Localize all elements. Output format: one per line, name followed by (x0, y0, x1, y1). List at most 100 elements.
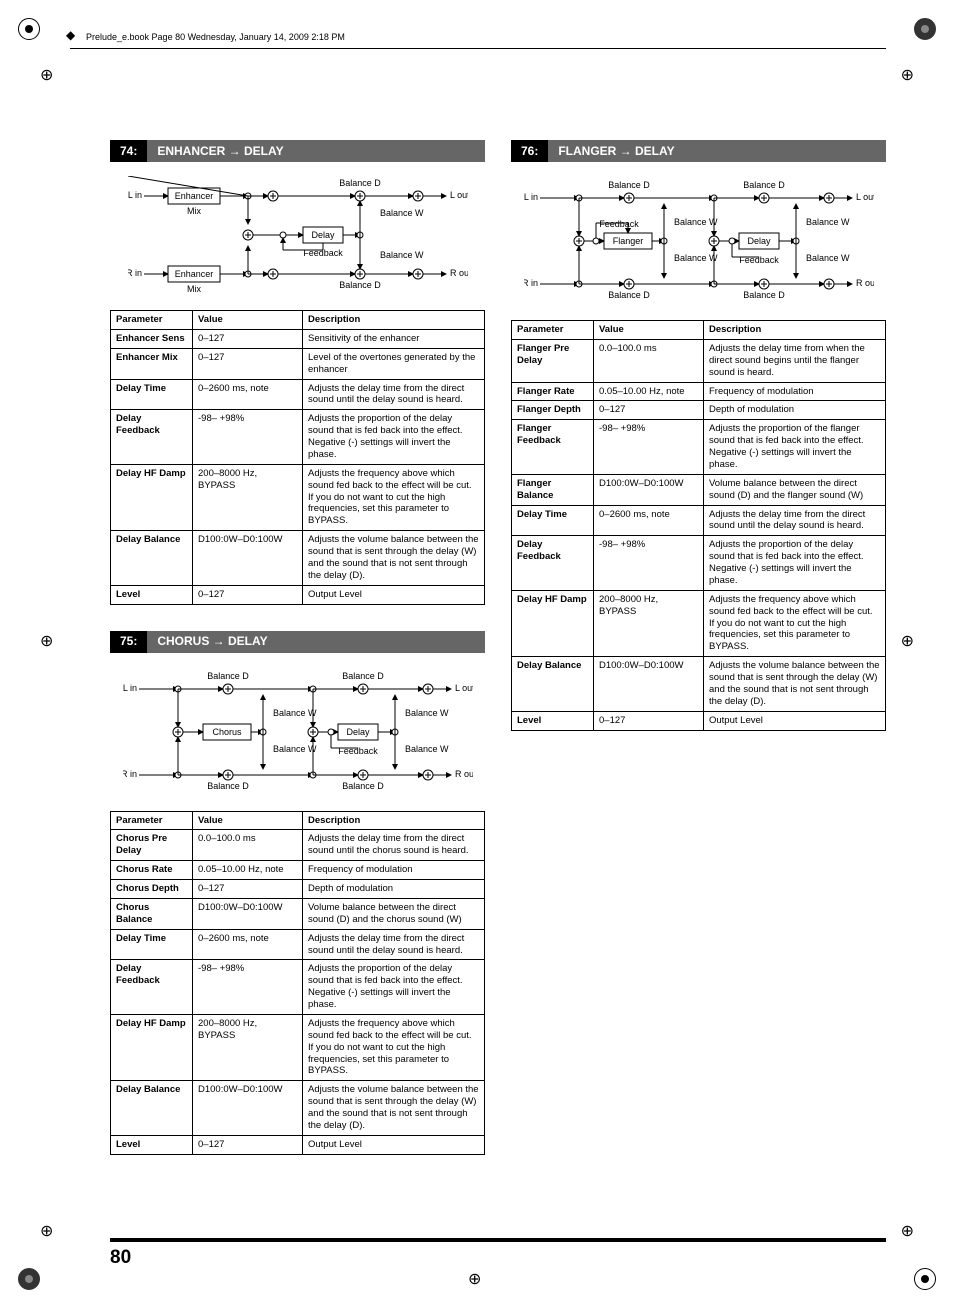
param-desc: Adjusts the frequency above which sound … (704, 590, 886, 656)
param-name: Flanger Pre Delay (512, 339, 594, 382)
table-row: Flanger Rate0.05–10.00 Hz, noteFrequency… (512, 382, 886, 401)
param-name: Delay Time (111, 379, 193, 410)
table-row: Delay Feedback-98– +98%Adjusts the propo… (512, 536, 886, 591)
param-value: 200–8000 Hz, BYPASS (193, 1014, 303, 1080)
svg-text:R out: R out (455, 769, 473, 779)
svg-text:R out: R out (856, 278, 874, 288)
parameter-table: ParameterValueDescriptionChorus Pre Dela… (110, 811, 485, 1155)
svg-text:Balance W: Balance W (806, 253, 850, 263)
param-value: 0.05–10.00 Hz, note (193, 861, 303, 880)
crop-mark-icon: ⊕ (40, 66, 53, 86)
svg-text:Balance D: Balance D (339, 280, 381, 290)
param-value: D100:0W–D0:100W (193, 898, 303, 929)
table-row: Delay HF Damp200–8000 Hz, BYPASSAdjusts … (111, 1014, 485, 1080)
registration-mark-icon (914, 1268, 936, 1290)
svg-text:Balance D: Balance D (342, 671, 384, 681)
svg-text:Enhancer: Enhancer (174, 191, 213, 201)
table-row: Level0–127Output Level (111, 585, 485, 604)
svg-text:Balance W: Balance W (674, 253, 718, 263)
param-name: Level (111, 1135, 193, 1154)
param-name: Delay Feedback (111, 960, 193, 1015)
svg-text:L out: L out (455, 683, 473, 693)
svg-text:Balance D: Balance D (339, 178, 381, 188)
table-row: Delay HF Damp200–8000 Hz, BYPASSAdjusts … (512, 590, 886, 656)
table-row: Flanger Pre Delay0.0–100.0 msAdjusts the… (512, 339, 886, 382)
param-desc: Output Level (704, 711, 886, 730)
param-desc: Adjusts the proportion of the flanger so… (704, 420, 886, 475)
param-name: Flanger Balance (512, 474, 594, 505)
registration-mark-icon (914, 18, 936, 40)
table-row: Delay Time0–2600 ms, noteAdjusts the del… (512, 505, 886, 536)
registration-mark-icon (18, 1268, 40, 1290)
param-name: Level (512, 711, 594, 730)
section: 76:FLANGER → DELAYL inBalance DR inBalan… (511, 140, 886, 731)
svg-text:Feedback: Feedback (599, 219, 639, 229)
param-desc: Depth of modulation (303, 880, 485, 899)
param-value: 0–127 (193, 880, 303, 899)
svg-text:L in: L in (128, 190, 142, 200)
svg-text:Balance D: Balance D (608, 180, 650, 190)
registration-mark-icon (18, 18, 40, 40)
svg-text:Flanger: Flanger (612, 236, 643, 246)
param-name: Delay Balance (111, 531, 193, 586)
section-number: 76: (511, 140, 548, 162)
svg-text:Delay: Delay (747, 236, 771, 246)
table-row: Chorus Depth0–127Depth of modulation (111, 880, 485, 899)
parameter-table: ParameterValueDescriptionEnhancer Sens0–… (110, 310, 485, 605)
crop-mark-icon: ⊕ (468, 1270, 481, 1290)
svg-text:Delay: Delay (311, 230, 335, 240)
param-value: 0–127 (193, 329, 303, 348)
param-value: 0–2600 ms, note (193, 929, 303, 960)
crop-mark-icon: ◆ (66, 28, 75, 43)
svg-text:L out: L out (450, 190, 468, 200)
table-row: Enhancer Sens0–127Sensitivity of the enh… (111, 329, 485, 348)
col-header: Description (303, 811, 485, 830)
col-header: Parameter (111, 811, 193, 830)
param-desc: Output Level (303, 585, 485, 604)
param-desc: Adjusts the proportion of the delay soun… (704, 536, 886, 591)
param-desc: Frequency of modulation (303, 861, 485, 880)
col-header: Value (193, 311, 303, 330)
param-value: 0–2600 ms, note (594, 505, 704, 536)
table-row: Delay Feedback-98– +98%Adjusts the propo… (111, 410, 485, 465)
param-value: D100:0W–D0:100W (193, 531, 303, 586)
rule-thick (110, 1238, 886, 1242)
svg-text:Balance D: Balance D (207, 781, 249, 791)
param-name: Delay Time (512, 505, 594, 536)
table-row: Chorus Pre Delay0.0–100.0 msAdjusts the … (111, 830, 485, 861)
param-value: 0.0–100.0 ms (594, 339, 704, 382)
svg-text:Balance D: Balance D (743, 180, 785, 190)
param-name: Delay HF Damp (111, 1014, 193, 1080)
svg-text:Balance D: Balance D (608, 290, 650, 300)
param-name: Delay Balance (111, 1081, 193, 1136)
section-number: 75: (110, 631, 147, 653)
table-row: Delay Time0–2600 ms, noteAdjusts the del… (111, 929, 485, 960)
param-desc: Depth of modulation (704, 401, 886, 420)
param-value: 0–127 (594, 401, 704, 420)
table-row: Delay BalanceD100:0W–D0:100WAdjusts the … (111, 1081, 485, 1136)
param-desc: Adjusts the frequency above which sound … (303, 1014, 485, 1080)
param-desc: Adjusts the volume balance between the s… (704, 657, 886, 712)
section-title: ENHANCER → DELAY (147, 144, 293, 159)
svg-text:Balance W: Balance W (674, 217, 718, 227)
signal-flow-diagram: L inBalance DR inBalance DFlangerFeedbac… (524, 176, 874, 306)
crop-mark-icon: ⊕ (40, 1222, 53, 1242)
table-row: Level0–127Output Level (512, 711, 886, 730)
svg-text:R in: R in (524, 278, 538, 288)
param-name: Enhancer Mix (111, 348, 193, 379)
content-columns: 74:ENHANCER → DELAYL inEnhancerMixR inEn… (110, 140, 886, 1181)
param-name: Chorus Depth (111, 880, 193, 899)
svg-text:L in: L in (123, 683, 137, 693)
param-name: Level (111, 585, 193, 604)
param-desc: Adjusts the volume balance between the s… (303, 1081, 485, 1136)
svg-text:Balance D: Balance D (342, 781, 384, 791)
table-row: Level0–127Output Level (111, 1135, 485, 1154)
svg-text:Mix: Mix (187, 206, 201, 216)
param-value: D100:0W–D0:100W (594, 657, 704, 712)
section-header: 75:CHORUS → DELAY (110, 631, 485, 653)
svg-text:Balance W: Balance W (806, 217, 850, 227)
table-row: Enhancer Mix0–127Level of the overtones … (111, 348, 485, 379)
section-title: FLANGER → DELAY (548, 144, 684, 159)
col-header: Value (193, 811, 303, 830)
table-row: Delay BalanceD100:0W–D0:100WAdjusts the … (512, 657, 886, 712)
